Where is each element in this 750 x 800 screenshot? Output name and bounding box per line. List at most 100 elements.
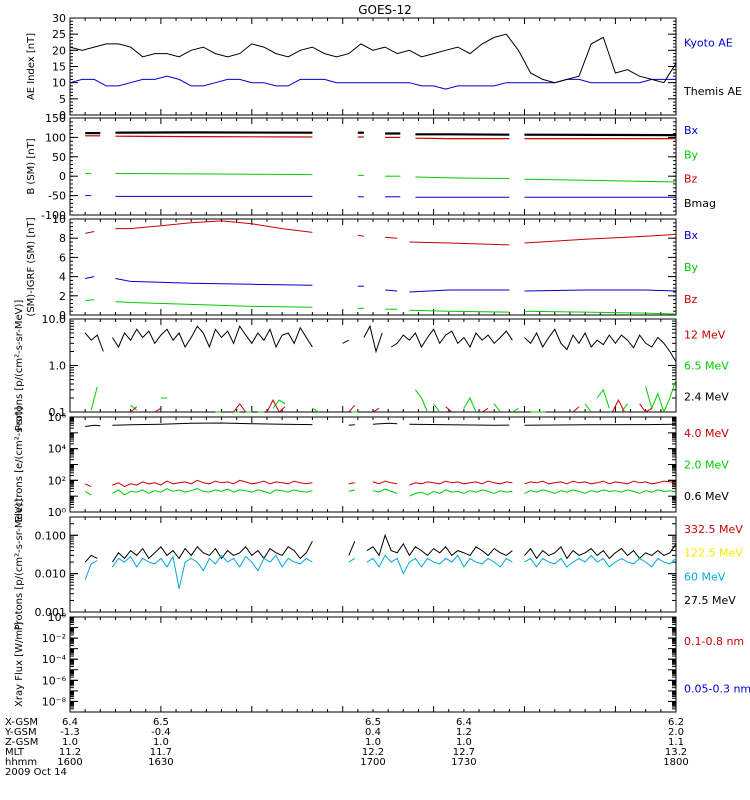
y-tick-label: 10.0: [42, 313, 67, 326]
line-segment: [154, 407, 162, 413]
series-0-6-mev: [84, 488, 677, 497]
series-by: [85, 276, 677, 293]
line-segment: [348, 404, 356, 413]
y-tick-label: 0: [59, 309, 66, 322]
x-tick-value: 1700: [360, 757, 385, 768]
series-themis-ae: [69, 33, 677, 84]
line-segment: [357, 234, 364, 237]
line-segment: [415, 176, 510, 179]
line-segment: [115, 278, 313, 286]
line-segment: [493, 403, 501, 413]
series-bz: [85, 299, 677, 315]
x-tick-value: 1730: [451, 757, 476, 768]
y-tick-label: 15: [52, 61, 66, 74]
line-segment: [372, 407, 380, 413]
legend-bz: Bz: [684, 173, 698, 186]
y-tick-label: 10⁰: [48, 611, 67, 624]
line-segment: [524, 310, 677, 315]
series-bmag: [85, 195, 676, 198]
x-row-label-mlt: MLT: [5, 747, 25, 758]
line-segment: [524, 543, 677, 560]
line-segment: [414, 389, 428, 413]
y-tick-label: 10⁻⁴: [42, 653, 67, 666]
line-segment: [115, 135, 313, 138]
line-segment: [645, 379, 677, 414]
legend-2-4-mev: 2.4 MeV: [684, 391, 729, 404]
x-tick-value: 6.2: [668, 717, 684, 728]
line-segment: [409, 289, 510, 293]
y-tick-label: 10: [52, 77, 66, 90]
x-tick-value: -1.3: [60, 727, 80, 738]
line-segment: [115, 173, 313, 176]
y-tick-label: 50: [52, 151, 66, 164]
series-bx: [85, 220, 677, 246]
y-tick-label: 0.010: [35, 568, 67, 581]
y-tick-label: 30: [52, 12, 66, 25]
line-segment: [312, 407, 319, 413]
x-row-label-z-gsm: Z-GSM: [5, 737, 38, 748]
line-segment: [233, 402, 247, 413]
line-segment: [621, 403, 628, 413]
legend-0-1-0-8-nm: 0.1-0.8 nm: [684, 635, 744, 648]
series-60-mev: [84, 554, 677, 590]
line-segment: [524, 480, 677, 485]
y-tick-label: 10⁴: [48, 443, 67, 456]
y-axis-label: B (SM) [nT]: [26, 138, 37, 194]
y-tick-label: 10⁰: [48, 506, 67, 519]
line-segment: [348, 541, 356, 556]
line-segment: [433, 403, 441, 413]
panel-bsm: -100 -50 0 50 100 150 B (SM) [nT] Bx By Bz Bmag: [26, 112, 716, 222]
x-tick-value: 1.0: [153, 737, 169, 748]
y-tick-label: 0.100: [35, 529, 67, 542]
panel-protons_high: 0.001 0.010 0.100 Protons [p/(cm²-s-sr-MeV)…: [14, 499, 743, 631]
legend-kyoto-ae: Kyoto AE: [684, 36, 733, 49]
y-tick-label: 10²: [48, 474, 66, 487]
series-332-5-mev: [84, 533, 677, 563]
line-segment: [409, 480, 513, 486]
line-segment: [115, 301, 313, 308]
line-segment: [409, 309, 510, 313]
legend-bmag: Bmag: [684, 197, 716, 210]
series-by: [85, 173, 677, 183]
x-row-label-y-gsm: Y-GSM: [4, 727, 37, 738]
y-axis-label: Xray Flux [W/m²]: [14, 622, 25, 707]
y-tick-label: 6: [59, 251, 66, 264]
y-tick-label: 20: [52, 44, 66, 57]
line-segment: [445, 406, 453, 413]
panel-gsm: 0 2 4 6 8 10 (SM)-IGRF (SM) [nT] Bx By Bz: [26, 213, 699, 322]
line-segment: [596, 388, 610, 409]
series-4-0-mev: [85, 422, 677, 427]
line-segment: [524, 489, 677, 494]
y-tick-label: -50: [48, 190, 66, 203]
x-tick-value: 6.4: [456, 717, 472, 728]
x-tick-value: 1630: [148, 757, 173, 768]
x-tick-value: 6.5: [365, 717, 381, 728]
series-2-0-mev: [84, 479, 677, 488]
line-segment: [348, 424, 355, 426]
line-segment: [524, 233, 677, 244]
panel-protons_low: 0.1 1.0 10.0 Protons [p/(cm²-s-sr-MeV)] 12 M…: [14, 300, 729, 432]
x-row-label-x-gsm: X-GSM: [5, 717, 38, 728]
x-tick-value: 1.0: [62, 737, 78, 748]
line-segment: [84, 560, 98, 580]
line-segment: [115, 220, 313, 233]
line-segment: [85, 276, 95, 279]
line-segment: [363, 324, 383, 354]
y-tick-label: 10⁻⁶: [42, 674, 67, 687]
legend-bx: Bx: [684, 124, 699, 137]
figure-title: GOES-12: [358, 3, 412, 17]
line-segment: [130, 406, 138, 413]
line-segment: [512, 407, 519, 413]
legend-0-6-mev: 0.6 MeV: [684, 490, 729, 503]
y-tick-label: 10⁻²: [42, 632, 66, 645]
line-segment: [584, 403, 592, 413]
y-tick-label: 0.1: [49, 406, 67, 419]
line-segment: [372, 488, 398, 494]
y-axis-label: Protons [p/(cm²-s-sr-MeV)]: [14, 300, 25, 432]
x-tick-value: 2.0: [668, 727, 684, 738]
y-tick-label: 10: [52, 213, 66, 226]
x-tick-value: 1.1: [668, 737, 684, 748]
panel-frame: [69, 17, 677, 116]
y-tick-label: 0: [59, 109, 66, 122]
line-segment: [524, 423, 677, 426]
